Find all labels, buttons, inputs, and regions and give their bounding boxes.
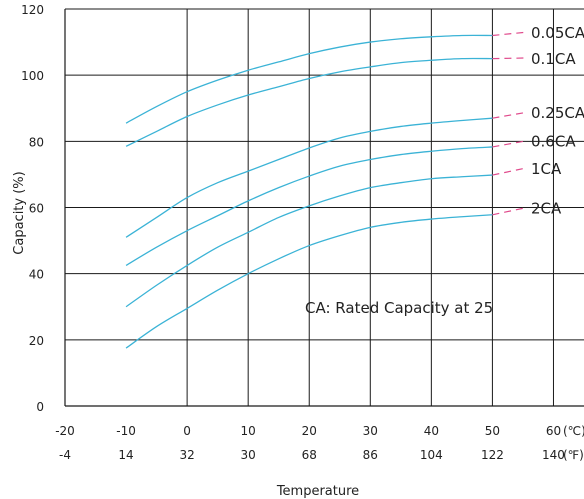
x-unit-celsius: (℃) (563, 424, 584, 438)
series-line-0.6CA (125, 146, 493, 266)
series-label-1CA: 1CA (531, 160, 562, 178)
annotation-note: CA: Rated Capacity at 25 (305, 299, 493, 317)
x-tick-label-fahrenheit: 32 (179, 448, 194, 462)
y-tick-label: 120 (21, 3, 44, 17)
x-tick-label-celsius: 20 (302, 424, 317, 438)
x-tick-label-fahrenheit: 14 (118, 448, 133, 462)
series-line-0.1CA (125, 57, 493, 147)
x-tick-label-celsius: -20 (55, 424, 75, 438)
x-tick-label-fahrenheit: -4 (59, 448, 71, 462)
x-tick-label-fahrenheit: 30 (241, 448, 256, 462)
x-tick-label-fahrenheit: 104 (420, 448, 443, 462)
y-tick-label: 60 (29, 202, 44, 216)
grid (64, 8, 584, 407)
extrapolation-lines (492, 31, 528, 216)
series-label-2CA: 2CA (531, 200, 562, 218)
series-label-0.1CA: 0.1CA (531, 50, 576, 68)
series-line-0.05CA (125, 34, 493, 124)
y-tick-label: 0 (36, 400, 44, 414)
x-tick-label-fahrenheit: 68 (302, 448, 317, 462)
x-tick-labels-fahrenheit: -4 14 32 30 68 86 104 122 140 (59, 448, 565, 462)
series-extrapolation-0.25CA (492, 111, 528, 119)
series-line-0.25CA (125, 117, 493, 238)
x-tick-label-fahrenheit: 140 (542, 448, 565, 462)
series-extrapolation-2CA (492, 206, 528, 216)
y-tick-label: 20 (29, 334, 44, 348)
y-axis-title: Capacity (%) (12, 171, 27, 254)
x-tick-labels-celsius: -20 -10 0 10 20 30 40 50 60 (55, 424, 561, 438)
x-unit-fahrenheit: (℉) (563, 448, 584, 462)
series-extrapolation-0.6CA (492, 140, 528, 148)
series-line-2CA (125, 214, 493, 349)
x-tick-label-fahrenheit: 86 (363, 448, 378, 462)
x-tick-label-celsius: 0 (183, 424, 191, 438)
series-label-0.6CA: 0.6CA (531, 133, 576, 151)
series-extrapolation-1CA (492, 167, 528, 176)
x-tick-label-celsius: 50 (485, 424, 500, 438)
series-line-1CA (125, 174, 493, 308)
series-label-0.05CA: 0.05CA (531, 24, 584, 42)
x-tick-label-celsius: 60 (546, 424, 561, 438)
x-tick-label-celsius: 40 (424, 424, 439, 438)
x-tick-label-fahrenheit: 122 (481, 448, 504, 462)
y-tick-label: 80 (29, 135, 44, 149)
y-tick-labels: 0 20 40 60 80 100 120 (21, 3, 44, 414)
x-tick-label-celsius: 10 (241, 424, 256, 438)
curve-labels: 0.05CA 0.1CA 0.25CA 0.6CA 1CA 2CA (531, 24, 584, 217)
series-extrapolation-0.05CA (492, 31, 528, 37)
series-extrapolation-0.1CA (492, 57, 528, 60)
series-label-0.25CA: 0.25CA (531, 104, 584, 122)
x-tick-label-celsius: 30 (363, 424, 378, 438)
curves (125, 34, 493, 349)
x-tick-label-celsius: -10 (116, 424, 136, 438)
x-axis-title: Temperature (276, 484, 359, 499)
y-tick-label: 40 (29, 268, 44, 282)
y-tick-label: 100 (21, 69, 44, 83)
